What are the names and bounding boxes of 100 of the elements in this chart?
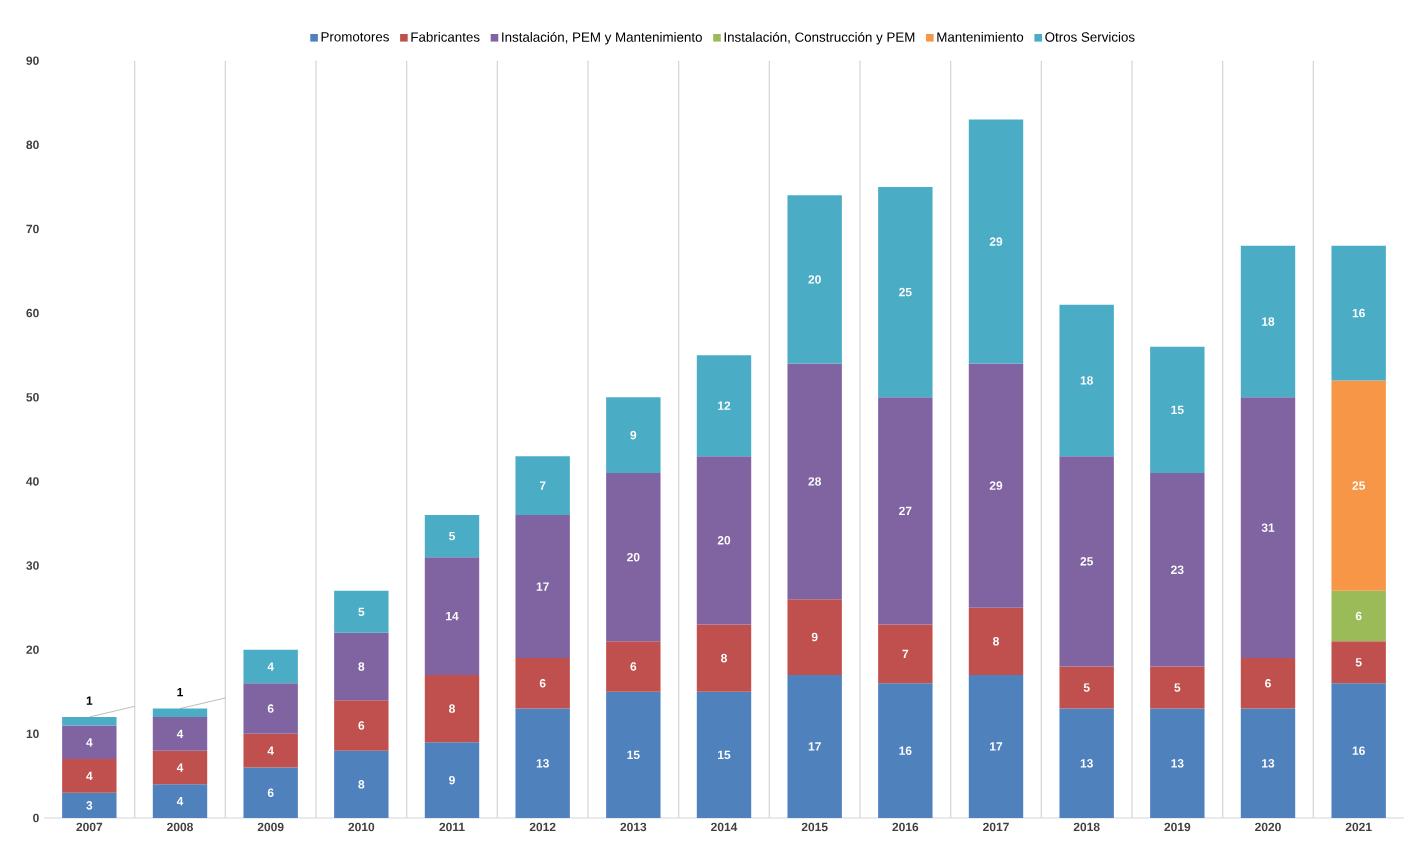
bar xyxy=(968,607,1024,675)
x-tick-label: 2010 xyxy=(348,822,375,832)
y-tick-label: 50 xyxy=(26,393,39,402)
bar xyxy=(334,632,389,701)
bar xyxy=(243,683,298,734)
data-label: 16 xyxy=(899,746,912,755)
data-label: 8 xyxy=(358,662,365,671)
bar xyxy=(1240,245,1296,398)
data-label: 8 xyxy=(721,653,727,663)
bar xyxy=(424,515,480,558)
data-label: 4 xyxy=(176,729,184,738)
bar xyxy=(1240,708,1296,818)
data-label: 5 xyxy=(1355,658,1362,667)
x-tick-label: 2013 xyxy=(620,822,647,832)
bar xyxy=(1150,666,1205,709)
bar xyxy=(334,750,389,818)
data-label: 13 xyxy=(536,759,549,768)
data-label: 4 xyxy=(86,771,93,781)
bar xyxy=(62,792,117,818)
data-label: 18 xyxy=(1262,317,1275,326)
y-tick-label: 10 xyxy=(26,729,39,739)
data-label: 6 xyxy=(267,788,274,798)
bar xyxy=(243,733,298,768)
bar xyxy=(515,456,570,516)
bar xyxy=(334,700,389,751)
x-tick-label: 2017 xyxy=(983,822,1009,832)
data-label: 31 xyxy=(1261,523,1275,532)
bar xyxy=(606,691,661,818)
x-tick-label: 2014 xyxy=(711,822,738,832)
bar xyxy=(515,708,570,818)
data-label: 23 xyxy=(1171,565,1184,575)
data-label: 20 xyxy=(627,552,640,562)
data-label: 17 xyxy=(808,742,821,751)
bar xyxy=(696,624,752,692)
bar xyxy=(152,717,208,751)
y-tick-label: 90 xyxy=(26,56,39,65)
bar xyxy=(606,641,661,692)
bar xyxy=(1059,666,1114,709)
bar xyxy=(1059,304,1114,457)
data-label: 9 xyxy=(811,632,818,642)
data-label: 6 xyxy=(1355,611,1362,621)
data-label: 6 xyxy=(358,721,365,730)
bar xyxy=(152,708,208,718)
data-label: 15 xyxy=(1171,405,1184,415)
y-tick-label: 20 xyxy=(26,645,39,654)
bar xyxy=(1331,683,1386,818)
data-label: 17 xyxy=(990,742,1003,751)
legend-label: Instalación, Construcción y PEM xyxy=(724,31,915,45)
bar xyxy=(878,624,933,684)
bar xyxy=(1150,708,1205,818)
bar xyxy=(1331,641,1386,684)
x-tick-label: 2007 xyxy=(76,822,103,832)
data-label: 16 xyxy=(1352,308,1365,318)
x-tick-label: 2015 xyxy=(801,822,828,832)
bar xyxy=(1059,456,1114,667)
bar xyxy=(878,186,933,398)
data-label: 7 xyxy=(902,649,909,659)
bar xyxy=(243,649,298,684)
data-label: 6 xyxy=(630,662,637,671)
bar xyxy=(787,674,842,818)
data-label: 20 xyxy=(808,275,821,284)
bar xyxy=(62,725,117,760)
bar xyxy=(968,119,1024,364)
data-label: 3 xyxy=(86,801,93,810)
data-label: 25 xyxy=(899,287,912,297)
x-tick-label: 2016 xyxy=(892,822,919,832)
legend-label: Promotores xyxy=(321,32,389,42)
data-label: 7 xyxy=(539,481,546,490)
bar xyxy=(1150,473,1205,667)
bar xyxy=(334,590,389,633)
x-tick-label: 2021 xyxy=(1345,822,1372,832)
data-label: 17 xyxy=(536,582,549,591)
x-tick-label: 2018 xyxy=(1073,822,1100,832)
data-label: 9 xyxy=(449,775,455,785)
x-tick-label: 2019 xyxy=(1164,822,1191,832)
bar xyxy=(515,658,570,709)
data-label: 29 xyxy=(989,237,1003,246)
bar xyxy=(1331,590,1386,642)
x-tick-label: 2009 xyxy=(257,822,284,832)
bar xyxy=(62,717,117,726)
bar xyxy=(424,557,480,675)
x-tick-label: 2008 xyxy=(167,822,193,832)
legend-label: Otros Servicios xyxy=(1045,31,1135,42)
bar xyxy=(787,363,842,600)
data-label: 4 xyxy=(176,763,184,772)
data-label: 25 xyxy=(1080,557,1093,566)
bar xyxy=(787,195,842,364)
bar xyxy=(424,674,480,743)
data-label: 5 xyxy=(1174,683,1181,692)
x-tick-label: 2011 xyxy=(439,822,465,832)
data-label: 4 xyxy=(176,797,184,806)
data-label: 6 xyxy=(1265,679,1271,688)
bar xyxy=(878,397,933,625)
data-label: 28 xyxy=(808,477,821,486)
data-label: 8 xyxy=(993,637,999,646)
data-label: 15 xyxy=(627,750,640,760)
data-label: 13 xyxy=(1080,759,1093,768)
data-label: 25 xyxy=(1352,481,1365,490)
data-label: 16 xyxy=(1352,746,1365,755)
bar xyxy=(696,355,752,457)
